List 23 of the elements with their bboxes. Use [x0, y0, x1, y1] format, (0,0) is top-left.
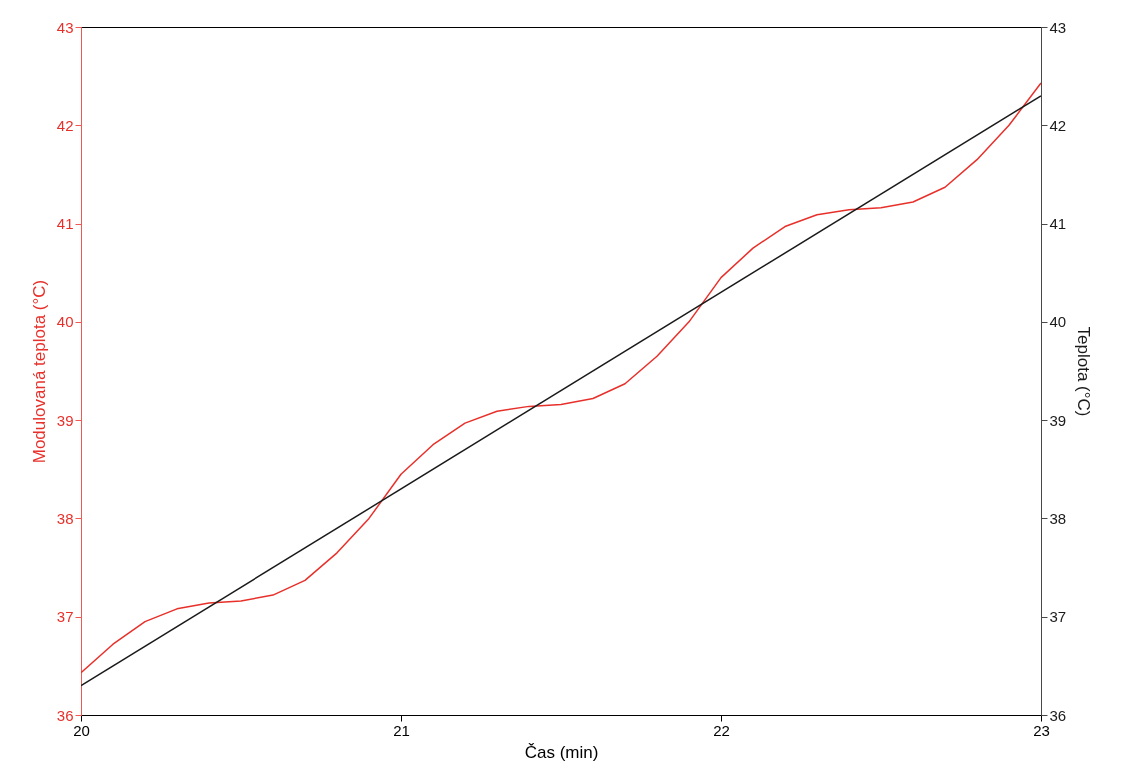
x-tick-label: 22 — [713, 721, 730, 739]
y2-tick-label: 42 — [1049, 116, 1067, 134]
y2-tick-label: 39 — [1049, 411, 1067, 429]
y-tick-label: 36 — [56, 706, 74, 724]
x-tick-label: 20 — [73, 721, 90, 739]
x-axis-title: Čas (min) — [524, 742, 599, 762]
y2-tick-label: 36 — [1049, 706, 1067, 724]
y2-tick-label: 40 — [1049, 313, 1067, 331]
y2-tick-label: 37 — [1049, 608, 1067, 626]
x-tick-label: 23 — [1033, 721, 1050, 739]
y2-tick-label: 41 — [1049, 215, 1067, 233]
y2-tick-label: 38 — [1049, 509, 1067, 527]
y-tick-label: 43 — [56, 18, 74, 36]
y-tick-label: 37 — [56, 608, 74, 626]
y-tick-label: 42 — [56, 116, 74, 134]
x-tick-label: 21 — [393, 721, 410, 739]
y-tick-label: 41 — [56, 215, 74, 233]
y2-tick-label: 43 — [1049, 18, 1067, 36]
y-tick-label: 39 — [56, 411, 74, 429]
y2-axis-title: Teplota (°C) — [1074, 326, 1094, 417]
y-tick-label: 40 — [56, 313, 74, 331]
y-axis-title: Modulovaná teplota (°C) — [29, 279, 49, 464]
y-tick-label: 38 — [56, 509, 74, 527]
